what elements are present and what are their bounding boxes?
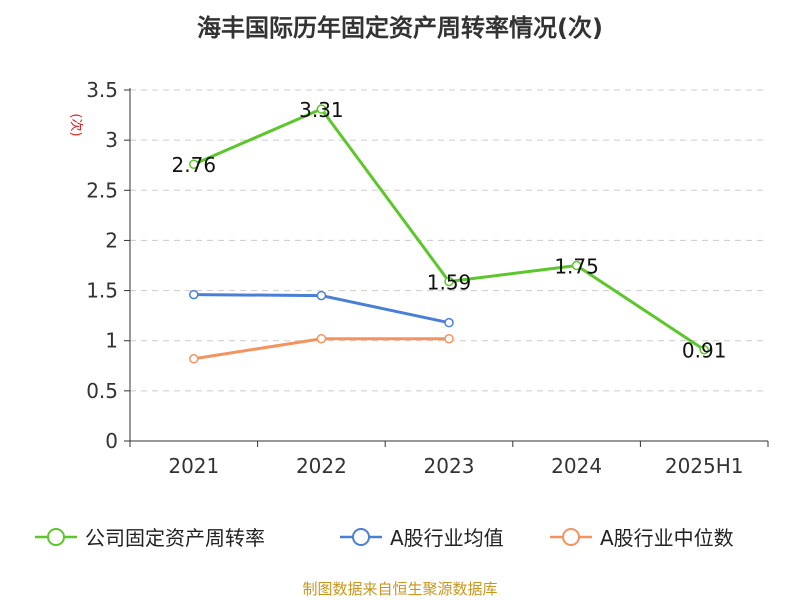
- data-point: [189, 289, 199, 300]
- y-axis-label: (次): [68, 113, 84, 136]
- data-point: [444, 317, 454, 328]
- legend-label: A股行业中位数: [600, 526, 734, 550]
- y-tick-label: 1.5: [86, 279, 118, 303]
- series-line-0: [193, 107, 706, 351]
- legend-marker-2: [562, 528, 580, 546]
- data-point: [189, 159, 199, 169]
- legend-marker-0: [47, 528, 65, 546]
- source-text: 制图数据来自恒生聚源数据库: [302, 580, 498, 598]
- y-tick-label: 3.5: [86, 78, 118, 102]
- data-point: [189, 354, 199, 364]
- data-label: 3.31: [299, 98, 344, 122]
- chart-title: 海丰国际历年固定资产周转率情况(次): [197, 14, 603, 42]
- data-point: [699, 344, 709, 355]
- legend-label: A股行业均值: [390, 526, 504, 550]
- y-tick-label: 0.5: [86, 379, 118, 403]
- data-point: [316, 104, 327, 114]
- data-point: [444, 333, 454, 344]
- data-label: 1.75: [554, 255, 599, 279]
- data-point: [444, 276, 454, 287]
- data-label: 0.91: [682, 339, 727, 363]
- y-tick-label: 2.5: [86, 178, 118, 202]
- x-tick-label: 2024: [551, 454, 602, 478]
- data-label: 1.59: [427, 271, 472, 295]
- y-tick-label: 0: [105, 429, 118, 453]
- x-tick-label: 2025H1: [665, 454, 744, 478]
- y-tick-label: 3: [105, 128, 118, 152]
- data-point: [571, 260, 582, 271]
- y-tick-label: 1: [105, 329, 118, 353]
- legend-marker-1: [352, 528, 370, 546]
- data-label: 2.76: [172, 153, 217, 177]
- x-tick-label: 2022: [296, 454, 347, 478]
- legend-label: 公司固定资产周转率: [85, 526, 265, 550]
- data-point: [316, 290, 327, 301]
- x-tick-label: 2021: [168, 454, 219, 478]
- x-tick-label: 2023: [424, 454, 475, 478]
- data-point: [316, 333, 327, 344]
- y-tick-label: 2: [105, 228, 118, 252]
